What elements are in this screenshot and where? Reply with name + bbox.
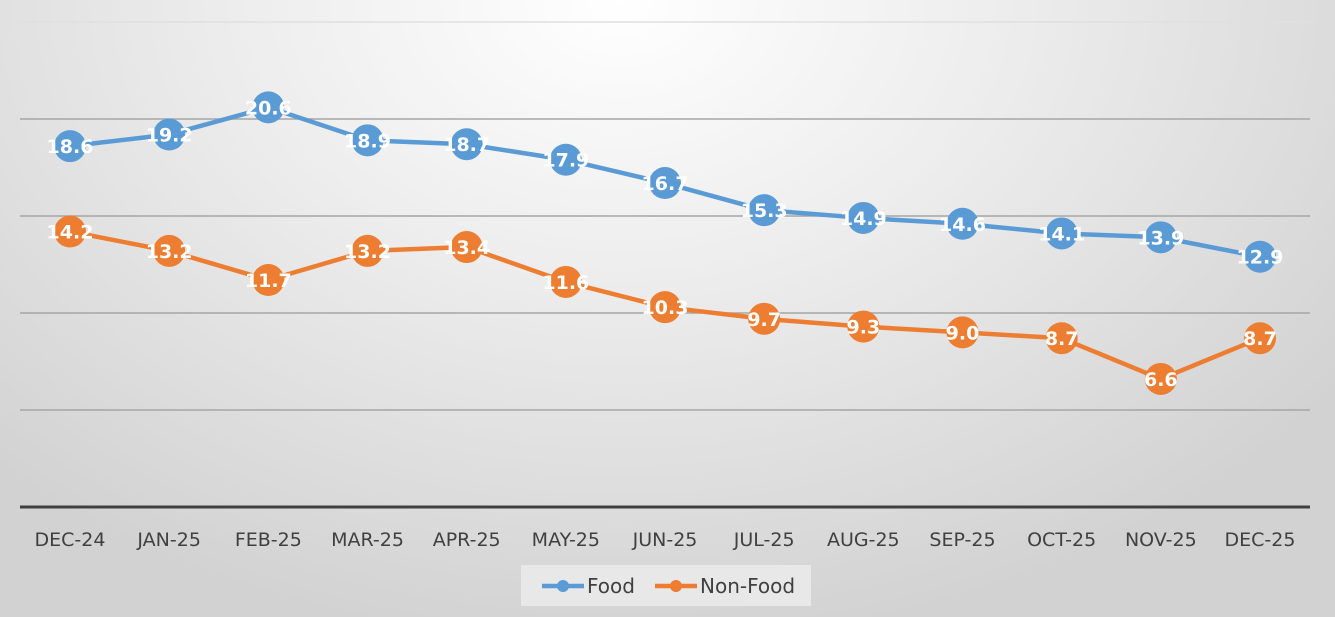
data-label: 18.6 [47, 136, 94, 158]
x-tick-label: DEC-24 [35, 529, 106, 551]
data-label: 16.7 [642, 173, 689, 195]
data-point [649, 167, 681, 200]
data-label: 10.3 [642, 297, 689, 319]
data-point [252, 91, 285, 124]
data-point [1144, 221, 1177, 254]
data-label: 13.2 [344, 241, 391, 263]
data-point [649, 291, 681, 324]
data-label: 11.7 [245, 270, 292, 292]
data-point [351, 124, 384, 157]
x-tick-label: FEB-25 [235, 529, 302, 551]
data-point [450, 128, 483, 161]
data-label: 9.3 [846, 317, 880, 339]
data-point [351, 234, 384, 267]
x-tick-label: DEC-25 [1225, 529, 1296, 551]
data-label: 14.1 [1038, 223, 1085, 245]
x-tick-label: JUL-25 [733, 529, 795, 551]
data-point [54, 130, 86, 163]
x-tick-label: OCT-25 [1027, 529, 1096, 551]
x-tick-label: JAN-25 [136, 529, 201, 551]
data-point [1244, 322, 1276, 355]
data-point [1144, 362, 1177, 395]
data-label: 14.2 [47, 222, 94, 244]
data-label: 19.2 [146, 125, 193, 147]
data-label: 14.9 [840, 208, 887, 230]
data-point [847, 310, 880, 343]
data-point [153, 118, 186, 151]
data-point [549, 265, 582, 298]
x-tick-label: SEP-25 [929, 529, 995, 551]
data-point [847, 201, 880, 234]
data-point [1045, 217, 1078, 250]
data-label: 8.7 [1243, 328, 1277, 350]
x-tick-label: NOV-25 [1125, 529, 1197, 551]
data-label: 13.2 [146, 241, 193, 263]
legend-item-label: Food [587, 574, 635, 598]
legend-marker [670, 580, 682, 592]
data-label: 6.6 [1144, 369, 1178, 391]
data-label: 14.6 [939, 214, 986, 236]
data-point [1045, 322, 1078, 355]
legend-marker [557, 580, 569, 592]
data-label: 9.7 [747, 309, 781, 331]
data-label: 18.7 [443, 134, 490, 156]
data-label: 13.9 [1137, 227, 1184, 249]
data-point [450, 231, 483, 264]
data-point [748, 302, 781, 335]
legend-item-label: Non-Food [700, 574, 795, 598]
data-point [549, 143, 582, 176]
x-tick-label: MAR-25 [331, 529, 404, 551]
x-tick-label: MAY-25 [532, 529, 600, 551]
data-label: 13.4 [443, 237, 490, 259]
data-point [946, 316, 979, 349]
data-point [252, 264, 285, 297]
data-point [946, 207, 979, 240]
data-label: 12.9 [1237, 247, 1284, 269]
x-tick-label: JUN-25 [632, 529, 698, 551]
data-label: 9.0 [946, 322, 980, 344]
data-point [54, 215, 86, 248]
data-point [153, 234, 186, 267]
data-label: 15.3 [741, 200, 788, 222]
data-label: 17.9 [542, 150, 589, 172]
x-tick-label: AUG-25 [827, 529, 900, 551]
x-tick-label: APR-25 [433, 529, 501, 551]
data-label: 20.6 [245, 97, 292, 119]
legend: Food Non-Food [521, 565, 811, 606]
data-point [748, 194, 781, 227]
data-label: 8.7 [1045, 328, 1079, 350]
data-point [1244, 240, 1276, 273]
data-label: 11.6 [542, 272, 589, 294]
data-label: 18.9 [344, 130, 391, 152]
